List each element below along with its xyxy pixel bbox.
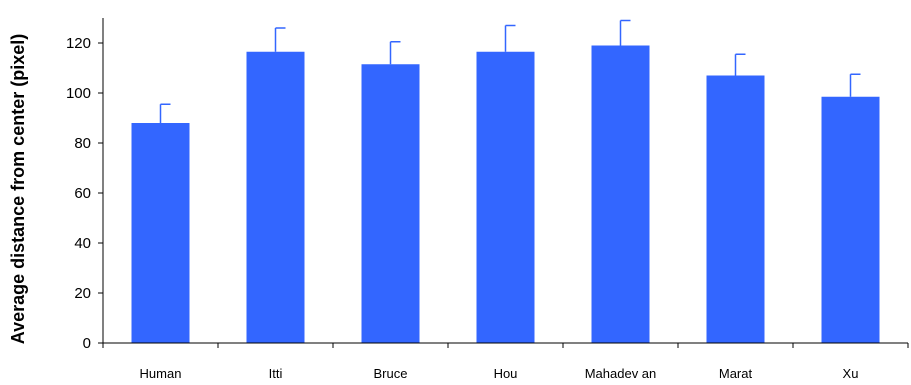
x-tick-label: Xu xyxy=(843,366,859,381)
y-tick-label: 20 xyxy=(74,285,91,302)
error-bars-group xyxy=(159,19,861,123)
bar-bruce xyxy=(361,64,420,343)
x-tick-label: Hou xyxy=(494,366,518,381)
x-tick-label: Marat xyxy=(719,366,753,381)
y-tick-label: 120 xyxy=(66,35,91,52)
x-ticks-group: Human Itti Bruce Hou Mahadev an Marat Xu xyxy=(102,343,909,381)
bar-hou xyxy=(476,51,535,343)
x-tick-label: Itti xyxy=(269,366,283,381)
axes-group xyxy=(102,18,908,344)
y-ticks-group: 0 20 40 60 80 100 120 xyxy=(66,35,103,352)
x-tick-label: Human xyxy=(140,366,182,381)
y-tick-label: 40 xyxy=(74,235,91,252)
y-tick-label: 60 xyxy=(74,185,91,202)
bars-group xyxy=(131,45,880,343)
y-tick-label: 80 xyxy=(74,135,91,152)
bar-itti xyxy=(246,51,305,343)
y-tick-label: 0 xyxy=(83,335,91,352)
x-tick-label: Mahadev an xyxy=(585,366,657,381)
bar-xu xyxy=(821,96,880,343)
x-tick-label: Bruce xyxy=(374,366,408,381)
bar-mahadev-an xyxy=(591,45,650,343)
bar-marat xyxy=(706,75,765,343)
y-axis-title: Average distance from center (pixel) xyxy=(8,34,28,344)
y-tick-label: 100 xyxy=(66,85,91,102)
bar-human xyxy=(131,123,190,343)
